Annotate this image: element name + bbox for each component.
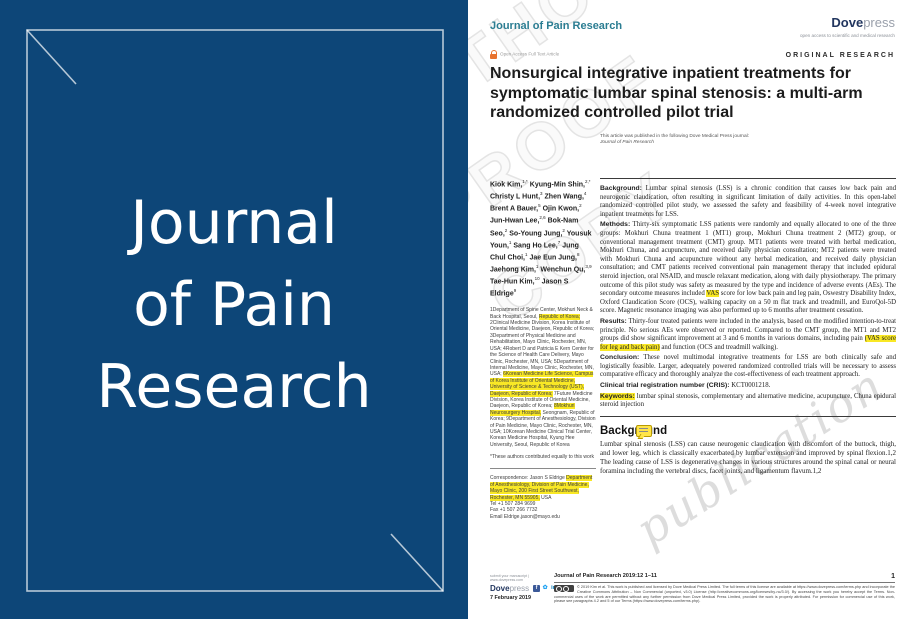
background-heading: Background (600, 424, 896, 437)
dovepress-logo: Dovepress (831, 15, 895, 30)
article-page: AUTHOR PROOF COPY publication Journal of P… (468, 0, 920, 619)
license-block: © 2019 Kim et al. This work is published… (554, 582, 895, 604)
publisher-tagline: open access to scientific and medical re… (800, 33, 895, 38)
publication-date: 7 February 2019 (490, 595, 532, 601)
correspondence-address: Correspondence: Jason S Eldrige Departme… (490, 475, 593, 501)
running-head-journal-name: Journal of Pain Research (490, 20, 623, 32)
citation-text: Journal of Pain Research 2019:12 1–11 (554, 573, 657, 579)
cover-frame-graphic (26, 29, 444, 592)
license-text: © 2019 Kim et al. This work is published… (554, 585, 895, 604)
submit-manuscript-line: submit your manuscript | www.dovepress.c… (490, 574, 530, 582)
open-access-row: Open Access Full Text Article (490, 50, 559, 60)
article-title: Nonsurgical integrative inpatient treatm… (490, 65, 863, 121)
author-list: Kiok Kim,1,* Kyung-Min Shin,2,* Christy … (490, 179, 592, 298)
published-note-line2: Journal of Pain Research (600, 140, 654, 146)
correspondence-contact-lines: Tel +1 507 284 9699 Fax +1 507 266 7732 Em… (490, 501, 560, 520)
citation-row: Journal of Pain Research 2019:12 1–11 1 (554, 573, 895, 580)
footer-left: submit your manuscript | www.dovepress.c… (490, 574, 566, 601)
open-access-lock-icon (490, 50, 497, 59)
cc-license-badge (554, 585, 574, 592)
footer-dovepress-logo: Dovepress (490, 584, 529, 593)
footer-dove-bold: Dove (490, 584, 510, 593)
dovepress-logo-light: press (863, 15, 895, 30)
dovepress-logo-bold: Dove (831, 15, 864, 30)
page-number: 1 (891, 573, 895, 580)
background-heading-text: Background (600, 424, 668, 437)
abstract-top-rule (600, 178, 896, 179)
article-type-label: ORIGINAL RESEARCH (785, 52, 895, 59)
left-column: Kiok Kim,1,* Kyung-Min Shin,2,* Christy … (490, 178, 596, 520)
footer-dove-light: press (509, 584, 530, 593)
left-column-divider (490, 468, 596, 470)
cover-journal-title: Journal of Pain Research (96, 188, 372, 422)
open-access-label: Open Access Full Text Article (500, 51, 560, 57)
right-column: Background: Lumbar spinal stenosis (LSS)… (600, 178, 896, 476)
journal-cover-panel: Journal of Pain Research (0, 0, 468, 619)
equal-contribution-note: *These authors contributed equally to th… (490, 454, 594, 461)
footer-logo-row: Dovepress f ✿ in ▶ (490, 584, 566, 593)
published-note: This article was published in the follow… (600, 134, 870, 146)
abstract: Background: Lumbar spinal stenosis (LSS)… (600, 185, 896, 409)
correspondence-block: Correspondence: Jason S Eldrige Departme… (490, 475, 596, 520)
comment-icon (636, 424, 652, 437)
twitter-icon: ✿ (541, 585, 549, 592)
footer-right: Journal of Pain Research 2019:12 1–11 1 … (554, 573, 895, 604)
affiliations: 1Department of Spine Center, Mokhuri Nec… (490, 307, 596, 448)
published-note-line1: This article was published in the follow… (600, 134, 750, 139)
linkedin-icon: in (550, 585, 558, 592)
abstract-bottom-rule (600, 415, 896, 417)
facebook-icon: f (533, 585, 541, 592)
background-body: Lumbar spinal stenosis (LSS) can cause n… (600, 439, 896, 475)
